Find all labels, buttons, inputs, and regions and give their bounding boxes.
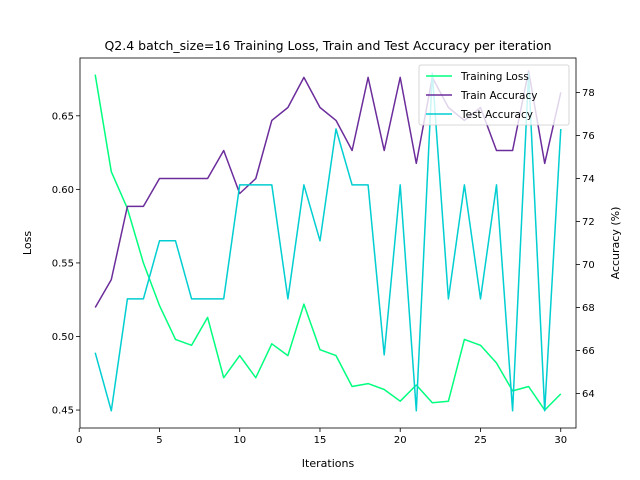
y-left-tick-label: 0.45	[52, 406, 74, 417]
y-axis-right-label: Accuracy (%)	[609, 207, 622, 280]
y-left-tick-label: 0.65	[52, 111, 74, 122]
legend-box	[418, 64, 570, 126]
y-right-tick-label: 64	[582, 389, 595, 400]
y-axis-left-label: Loss	[21, 231, 34, 255]
plot-frame	[79, 57, 577, 429]
x-tick-label: 20	[394, 435, 407, 446]
series-line-test-accuracy	[94, 72, 562, 412]
y-left-tick-label: 0.50	[52, 332, 74, 343]
y-right-tick-label: 68	[582, 303, 595, 314]
y-right-tick-label: 72	[582, 217, 595, 228]
x-axis-label: Iterations	[302, 457, 355, 470]
x-tick-label: 10	[233, 435, 246, 446]
legend-label-train-accuracy: Train Accuracy	[460, 90, 537, 102]
x-axis: 0 5 10 15 20 25 30	[76, 428, 567, 446]
legend-label-training-loss: Training Loss	[460, 71, 529, 83]
x-tick-label: 5	[156, 435, 162, 446]
x-tick-label: 0	[76, 435, 82, 446]
legend-label-test-accuracy: Test Accuracy	[460, 109, 533, 121]
y-left-tick-label: 0.60	[52, 185, 74, 196]
y-right-tick-label: 74	[582, 174, 595, 185]
x-tick-label: 15	[314, 435, 327, 446]
y-axis-left: 0.45 0.50 0.55 0.60 0.65	[52, 111, 80, 417]
y-right-tick-label: 76	[582, 131, 595, 142]
y-right-tick-label: 70	[582, 260, 595, 271]
y-axis-right: 64 66 68 70 72 74 76 78	[576, 88, 595, 400]
legend: Training Loss Train Accuracy Test Accuracy	[418, 64, 570, 126]
y-right-tick-label: 78	[582, 88, 595, 99]
x-tick-label: 25	[474, 435, 487, 446]
x-tick-label: 30	[554, 435, 567, 446]
y-right-tick-label: 66	[582, 346, 595, 357]
series-line-training-loss	[94, 74, 562, 411]
y-left-tick-label: 0.55	[52, 258, 74, 269]
chart-title: Q2.4 batch_size=16 Training Loss, Train …	[104, 38, 551, 53]
